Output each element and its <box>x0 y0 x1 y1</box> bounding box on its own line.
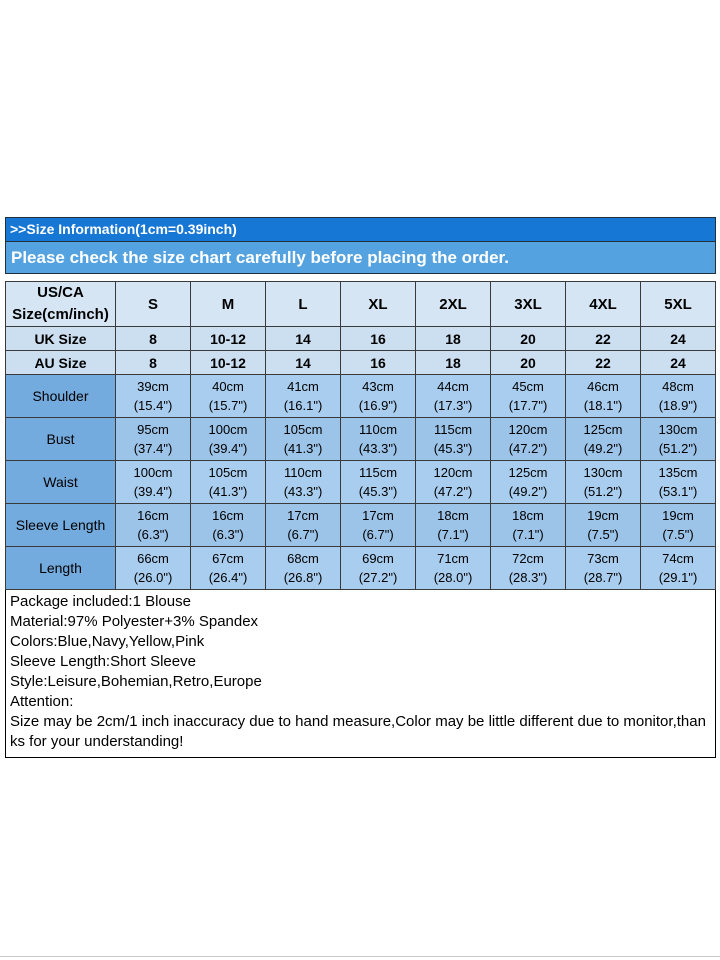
measurement-cell: 18cm (7.1") <box>490 503 566 547</box>
measurement-cell: 45cm (17.7") <box>490 374 566 418</box>
uk-size-value: 10-12 <box>190 326 266 351</box>
au-size-value: 16 <box>340 350 416 375</box>
measurement-row-label: Length <box>5 546 116 590</box>
measurement-cell: 72cm (28.3") <box>490 546 566 590</box>
measurement-cell: 110cm (43.3") <box>340 417 416 461</box>
measurement-cell: 74cm (29.1") <box>640 546 716 590</box>
size-column-header: L <box>265 281 341 327</box>
uk-size-value: 18 <box>415 326 491 351</box>
bottom-divider <box>0 956 720 957</box>
measurement-cell: 105cm (41.3") <box>190 460 266 504</box>
au-size-value: 14 <box>265 350 341 375</box>
measurement-cell: 135cm (53.1") <box>640 460 716 504</box>
measurement-row-label: Bust <box>5 417 116 461</box>
measurement-cell: 68cm (26.8") <box>265 546 341 590</box>
waist-row: Waist 100cm (39.4") 105cm (41.3") 110cm … <box>5 460 716 504</box>
size-column-header: 4XL <box>565 281 641 327</box>
uk-size-row: UK Size 8 10-12 14 16 18 20 22 24 <box>5 326 716 351</box>
au-size-value: 18 <box>415 350 491 375</box>
measurement-cell: 41cm (16.1") <box>265 374 341 418</box>
sleeve-length-row: Sleeve Length 16cm (6.3") 16cm (6.3") 17… <box>5 503 716 547</box>
measurement-cell: 46cm (18.1") <box>565 374 641 418</box>
measurement-cell: 100cm (39.4") <box>190 417 266 461</box>
au-size-row-label: AU Size <box>5 350 116 375</box>
measurement-cell: 17cm (6.7") <box>265 503 341 547</box>
uk-size-value: 8 <box>115 326 191 351</box>
attention-text: Size may be 2cm/1 inch inaccuracy due to… <box>10 713 706 750</box>
measurement-cell: 39cm (15.4") <box>115 374 191 418</box>
uk-size-value: 16 <box>340 326 416 351</box>
uk-size-row-label: UK Size <box>5 326 116 351</box>
size-column-header: M <box>190 281 266 327</box>
uk-size-value: 14 <box>265 326 341 351</box>
measurement-row-label: Sleeve Length <box>5 503 116 547</box>
measurement-cell: 100cm (39.4") <box>115 460 191 504</box>
au-size-value: 8 <box>115 350 191 375</box>
corner-header-cell: US/CA Size(cm/inch) <box>5 281 116 327</box>
measurement-row-label: Waist <box>5 460 116 504</box>
size-column-header: S <box>115 281 191 327</box>
size-column-header: 5XL <box>640 281 716 327</box>
detail-line-package: Package included:1 Blouse <box>10 593 191 610</box>
measurement-cell: 19cm (7.5") <box>565 503 641 547</box>
measurement-cell: 16cm (6.3") <box>115 503 191 547</box>
measurement-cell: 43cm (16.9") <box>340 374 416 418</box>
measurement-cell: 71cm (28.0") <box>415 546 491 590</box>
measurement-cell: 16cm (6.3") <box>190 503 266 547</box>
measurement-cell: 48cm (18.9") <box>640 374 716 418</box>
product-details-block: Package included:1 Blouse Material:97% P… <box>5 590 716 758</box>
measurement-cell: 40cm (15.7") <box>190 374 266 418</box>
uk-size-value: 24 <box>640 326 716 351</box>
au-size-value: 24 <box>640 350 716 375</box>
measurement-cell: 115cm (45.3") <box>340 460 416 504</box>
size-chart-notice: Please check the size chart carefully be… <box>5 241 716 274</box>
size-column-header: XL <box>340 281 416 327</box>
detail-line-attention-label: Attention: <box>10 693 74 710</box>
size-info-section: >>Size Information(1cm=0.39inch) Please … <box>5 217 716 758</box>
measurement-cell: 73cm (28.7") <box>565 546 641 590</box>
length-row: Length 66cm (26.0") 67cm (26.4") 68cm (2… <box>5 546 716 590</box>
size-chart-table: US/CA Size(cm/inch) S M L XL 2XL 3XL 4XL… <box>5 281 716 590</box>
detail-line-material: Material:97% Polyester+3% Spandex <box>10 613 259 630</box>
size-column-header: 3XL <box>490 281 566 327</box>
measurement-cell: 105cm (41.3") <box>265 417 341 461</box>
size-information-header: >>Size Information(1cm=0.39inch) <box>5 217 716 241</box>
measurement-cell: 44cm (17.3") <box>415 374 491 418</box>
measurement-row-label: Shoulder <box>5 374 116 418</box>
detail-line-colors: Colors:Blue,Navy,Yellow,Pink <box>10 633 205 650</box>
detail-line-style: Style:Leisure,Bohemian,Retro,Europe <box>10 673 262 690</box>
measurement-cell: 95cm (37.4") <box>115 417 191 461</box>
measurement-cell: 120cm (47.2") <box>490 417 566 461</box>
measurement-cell: 17cm (6.7") <box>340 503 416 547</box>
measurement-cell: 130cm (51.2") <box>640 417 716 461</box>
measurement-cell: 120cm (47.2") <box>415 460 491 504</box>
bust-row: Bust 95cm (37.4") 100cm (39.4") 105cm (4… <box>5 417 716 461</box>
uk-size-value: 20 <box>490 326 566 351</box>
measurement-cell: 125cm (49.2") <box>565 417 641 461</box>
size-column-header: 2XL <box>415 281 491 327</box>
measurement-cell: 19cm (7.5") <box>640 503 716 547</box>
measurement-cell: 110cm (43.3") <box>265 460 341 504</box>
measurement-cell: 130cm (51.2") <box>565 460 641 504</box>
au-size-value: 20 <box>490 350 566 375</box>
uk-size-value: 22 <box>565 326 641 351</box>
measurement-cell: 18cm (7.1") <box>415 503 491 547</box>
au-size-value: 10-12 <box>190 350 266 375</box>
detail-line-sleeve: Sleeve Length:Short Sleeve <box>10 653 196 670</box>
measurement-cell: 69cm (27.2") <box>340 546 416 590</box>
au-size-value: 22 <box>565 350 641 375</box>
au-size-row: AU Size 8 10-12 14 16 18 20 22 24 <box>5 350 716 375</box>
measurement-cell: 67cm (26.4") <box>190 546 266 590</box>
table-header-row: US/CA Size(cm/inch) S M L XL 2XL 3XL 4XL… <box>5 281 716 327</box>
measurement-cell: 66cm (26.0") <box>115 546 191 590</box>
measurement-cell: 115cm (45.3") <box>415 417 491 461</box>
measurement-cell: 125cm (49.2") <box>490 460 566 504</box>
shoulder-row: Shoulder 39cm (15.4") 40cm (15.7") 41cm … <box>5 374 716 418</box>
